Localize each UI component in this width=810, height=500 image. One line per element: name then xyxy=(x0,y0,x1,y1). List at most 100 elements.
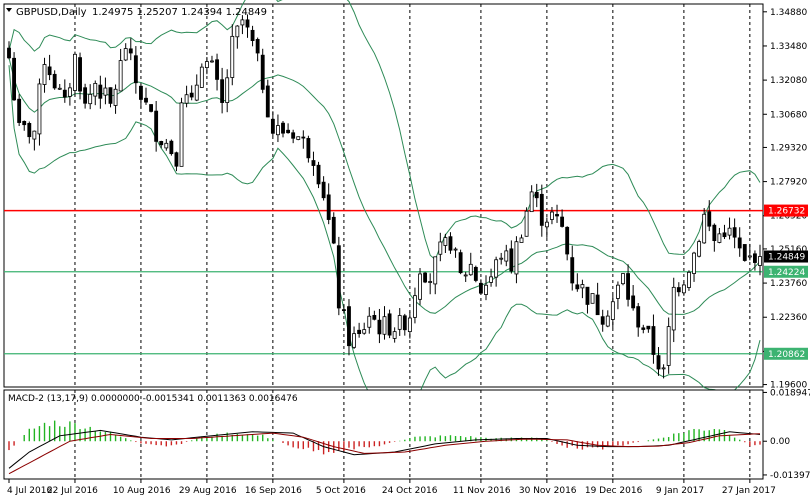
candle-body xyxy=(347,306,351,347)
candle-body xyxy=(67,87,72,97)
candle-body xyxy=(524,210,529,237)
candle-body xyxy=(484,284,488,295)
candle-body xyxy=(179,102,184,167)
candle-body xyxy=(341,309,346,312)
symbol-title: GBPUSD,Daily xyxy=(16,7,87,18)
x-tick-label: 24 Oct 2016 xyxy=(382,486,438,496)
candle-body xyxy=(504,250,509,262)
candle-body xyxy=(139,85,143,100)
candle-body xyxy=(550,211,554,220)
macd-axis[interactable]: 0.018947 0.00 -0.013970 xyxy=(763,388,810,481)
y-tick-label: 1.23760 xyxy=(770,279,807,289)
candle-body xyxy=(321,181,326,199)
candle-body xyxy=(570,257,575,284)
candle-body xyxy=(352,333,356,348)
candle-body xyxy=(210,60,214,63)
candle-body xyxy=(62,89,67,98)
candle-body xyxy=(641,327,646,330)
candle-body xyxy=(727,227,732,236)
candle-body xyxy=(336,245,341,309)
candle-body xyxy=(382,316,387,335)
candle-body xyxy=(47,66,52,76)
candle-body xyxy=(32,130,37,140)
candlestick-series xyxy=(7,14,762,379)
y-tick-label: 1.32080 xyxy=(770,76,807,86)
candle-body xyxy=(676,287,681,293)
candle-body xyxy=(83,87,88,104)
candle-body xyxy=(12,57,16,101)
level-price-tag xyxy=(764,347,808,360)
macd-tick-label: 0.00 xyxy=(770,437,790,447)
candle-body xyxy=(128,48,133,54)
candle-body xyxy=(438,241,443,255)
macd-frame xyxy=(3,389,764,480)
dropdown-triangle-icon[interactable] xyxy=(6,8,12,12)
candle-body xyxy=(133,55,138,84)
candle-body xyxy=(565,226,570,255)
candle-body xyxy=(199,66,204,88)
candle-body xyxy=(296,136,301,140)
candle-body xyxy=(240,19,245,26)
candle-body xyxy=(428,281,433,283)
candle-body xyxy=(712,224,717,242)
candle-body xyxy=(651,326,656,355)
price-axis[interactable]: 1.34880 1.33480 1.32080 1.30680 1.29320 1.279… xyxy=(763,8,808,391)
candle-body xyxy=(103,87,108,96)
candle-body xyxy=(529,191,534,213)
candle-body xyxy=(189,92,194,98)
candle-body xyxy=(478,282,483,294)
candle-body xyxy=(681,284,686,294)
level-price-tag xyxy=(764,204,808,217)
candle-body xyxy=(585,286,590,305)
candle-body xyxy=(443,237,448,246)
candle-body xyxy=(489,276,493,283)
candle-body xyxy=(722,232,727,238)
y-tick-label: 1.29320 xyxy=(770,143,807,153)
x-tick-label: 10 Aug 2016 xyxy=(113,486,171,496)
y-tick-label: 1.25160 xyxy=(770,245,807,255)
candle-body xyxy=(164,142,169,149)
candle-body xyxy=(245,19,250,28)
candle-body xyxy=(372,315,377,320)
candle-body xyxy=(560,216,565,227)
candle-body xyxy=(73,53,77,91)
macd-indicator-panel[interactable]: MACD-2 (13,17,9) 0.0000000 -0.0015341 0.… xyxy=(3,389,764,480)
y-tick-label: 1.22360 xyxy=(770,313,807,323)
candle-body xyxy=(626,273,630,300)
candle-body xyxy=(605,315,610,327)
candle-body xyxy=(250,29,255,42)
candle-body xyxy=(108,87,113,104)
candle-body xyxy=(687,271,691,288)
candle-body xyxy=(646,325,651,330)
candle-body xyxy=(7,47,11,59)
candle-body xyxy=(306,138,311,159)
candle-body xyxy=(255,39,260,54)
candle-body xyxy=(154,110,159,142)
support-resistance-lines[interactable] xyxy=(4,209,763,355)
candle-body xyxy=(747,255,752,258)
candle-body xyxy=(433,256,438,285)
candle-body xyxy=(544,221,549,228)
candle-body xyxy=(357,329,362,335)
candle-body xyxy=(656,355,661,370)
candle-body xyxy=(159,141,164,146)
current-price-tag xyxy=(764,250,808,263)
candle-body xyxy=(671,286,676,331)
candle-body xyxy=(22,120,27,126)
candle-body xyxy=(742,244,747,261)
candle-body xyxy=(230,35,235,78)
candle-body xyxy=(367,315,372,328)
candle-body xyxy=(519,237,524,243)
x-tick-label: 30 Nov 2016 xyxy=(519,486,577,496)
candle-body xyxy=(615,284,620,299)
candle-body xyxy=(413,295,417,318)
candle-body xyxy=(220,79,225,103)
candle-body xyxy=(235,25,240,38)
candle-body xyxy=(539,193,544,226)
candle-body xyxy=(580,284,585,289)
price-chart-panel[interactable]: GBPUSD,Daily 1.24975 1.25207 1.24394 1.2… xyxy=(3,0,764,427)
candle-body xyxy=(555,214,559,217)
candle-body xyxy=(595,294,600,316)
